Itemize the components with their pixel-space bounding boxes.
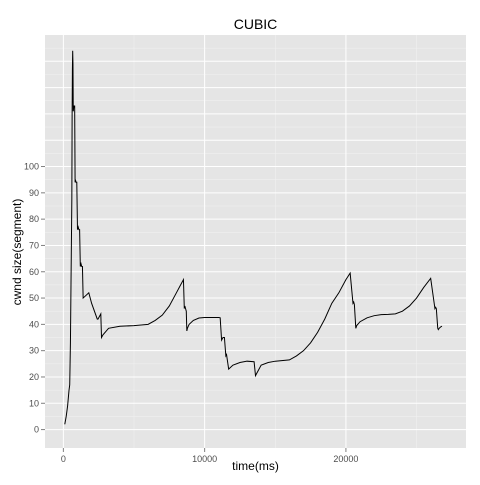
y-tick-label: 30 — [29, 346, 39, 356]
y-axis-title: cwnd size(segment) — [10, 199, 24, 306]
x-axis-ticks: 0 10000 20000 — [61, 448, 358, 464]
x-tick-label: 20000 — [333, 454, 358, 464]
y-tick-label: 0 — [34, 425, 39, 435]
y-tick-label: 20 — [29, 372, 39, 382]
y-tick-label: 10 — [29, 398, 39, 408]
plot-panel — [45, 35, 466, 448]
x-tick-label: 10000 — [192, 454, 217, 464]
minor-gridlines — [45, 35, 466, 448]
y-tick-label: 70 — [29, 240, 39, 250]
y-tick-label: 60 — [29, 267, 39, 277]
x-axis-title: time(ms) — [232, 459, 279, 473]
y-tick-label: 50 — [29, 293, 39, 303]
chart-title: CUBIC — [234, 16, 278, 32]
y-tick-label: 40 — [29, 319, 39, 329]
y-tick-label: 100 — [24, 162, 39, 172]
y-tick-label: 80 — [29, 214, 39, 224]
x-tick-label: 0 — [61, 454, 66, 464]
major-gridlines — [45, 35, 466, 448]
cwnd-series-line — [64, 50, 443, 425]
y-tick-label: 90 — [29, 188, 39, 198]
y-axis-ticks: 0 10 20 30 40 50 60 70 80 90 100 — [24, 162, 45, 435]
